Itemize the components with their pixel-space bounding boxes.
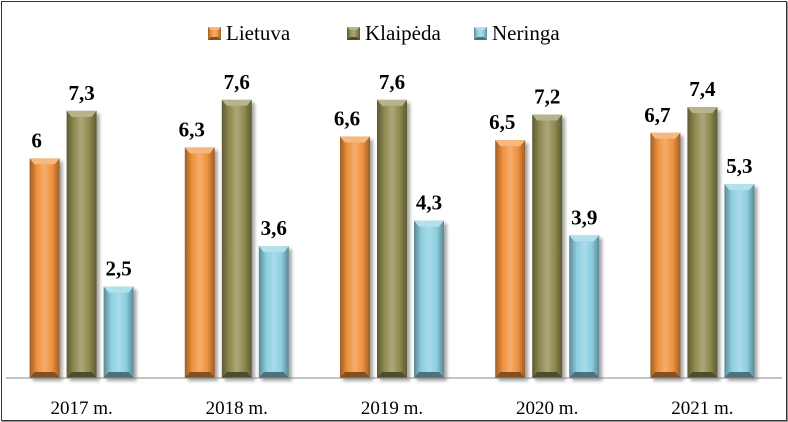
x-tick-label-2: 2018 m.	[206, 398, 268, 419]
value-label-klaipėda-5: 7,4	[689, 77, 716, 101]
x-tick-label-3: 2019 m.	[361, 398, 423, 419]
bar-klaipėda-1	[66, 110, 97, 378]
legend-label-lietuva: Lietuva	[226, 21, 291, 45]
bar-klaipėda-4	[532, 114, 563, 378]
bar-lietuva-5	[650, 132, 681, 378]
legend-item-lietuva: Lietuva	[208, 21, 291, 45]
value-label-lietuva-2: 6,3	[179, 117, 205, 141]
legend-item-neringa: Neringa	[474, 21, 560, 45]
value-label-klaipėda-1: 7,3	[68, 81, 94, 105]
bar-lietuva-2	[184, 147, 215, 378]
bar-lietuva-3	[340, 136, 370, 378]
bar-klaipėda-2	[221, 99, 252, 378]
bars	[29, 99, 755, 378]
bar-neringa-4	[569, 235, 600, 378]
value-label-lietuva-3: 6,6	[334, 106, 360, 130]
legend-swatch-lietuva	[208, 27, 221, 40]
value-label-klaipėda-2: 7,6	[224, 70, 250, 94]
legend-swatch-neringa	[474, 27, 487, 40]
value-label-klaipėda-4: 7,2	[534, 84, 560, 108]
value-label-lietuva-5: 6,7	[644, 103, 670, 127]
bar-lietuva-4	[495, 140, 526, 378]
legend-label-neringa: Neringa	[492, 21, 560, 45]
bar-neringa-2	[258, 246, 289, 378]
value-label-neringa-5: 5,3	[726, 154, 752, 178]
x-tick-label-4: 2020 m.	[516, 398, 578, 419]
value-label-neringa-2: 3,6	[261, 216, 287, 240]
bar-klaipėda-3	[377, 99, 407, 378]
value-label-neringa-4: 3,9	[571, 205, 597, 229]
bar-lietuva-1	[29, 158, 60, 378]
legend: Lietuva Klaipėda Neringa	[208, 21, 560, 45]
value-label-neringa-3: 4,3	[416, 191, 442, 215]
legend-item-klaipėda: Klaipėda	[347, 21, 441, 45]
value-labels: 6 7,3 2,5 6,3 7,6 3,6 6,6 7,6 4,3 6,5 7,2 3,9 6,7 7,4…	[31, 70, 752, 281]
legend-swatch-klaipėda	[347, 27, 360, 40]
x-tick-label-5: 2021 m.	[671, 398, 733, 419]
bar-neringa-1	[103, 286, 134, 378]
value-label-klaipėda-3: 7,6	[379, 70, 405, 94]
value-label-lietuva-1: 6	[31, 128, 42, 152]
value-label-neringa-1: 2,5	[105, 257, 131, 281]
x-tick-label-1: 2017 m.	[50, 398, 112, 419]
bar-neringa-3	[414, 220, 444, 378]
legend-label-klaipėda: Klaipėda	[365, 21, 441, 45]
bar-neringa-5	[724, 184, 755, 378]
x-axis-ticks: 2017 m. 2018 m. 2019 m. 2020 m. 2021 m.	[50, 398, 733, 419]
value-label-lietuva-4: 6,5	[489, 110, 515, 134]
bar-klaipėda-5	[687, 107, 718, 378]
